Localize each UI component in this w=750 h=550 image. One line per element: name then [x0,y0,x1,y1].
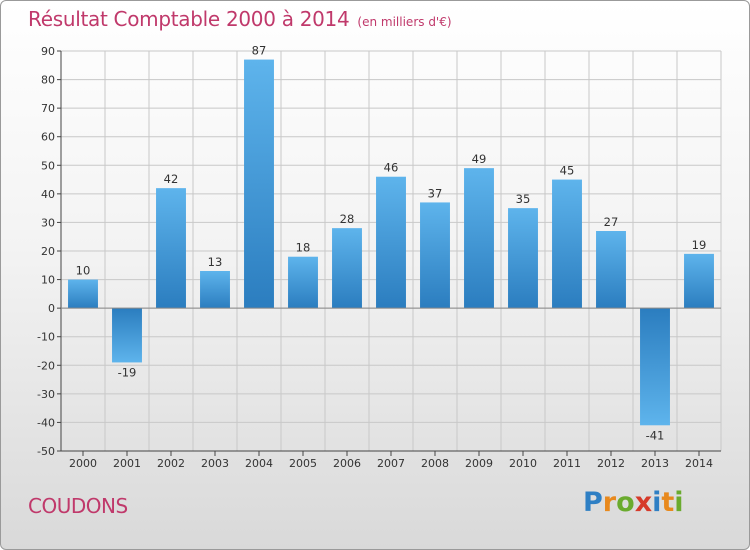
data-label: 46 [384,161,399,175]
x-tick-label: 2014 [685,457,713,470]
bar [200,271,230,309]
data-label: 42 [164,172,179,186]
y-tick-label: -40 [37,416,55,429]
brand-letter: i [674,487,684,518]
y-tick-label: 50 [41,159,55,172]
x-tick-label: 2001 [113,457,141,470]
y-tick-label: 90 [41,45,55,58]
y-tick-label: 60 [41,131,55,144]
brand-letter: o [616,487,635,518]
bar [420,202,450,309]
data-label: 49 [472,152,487,166]
data-label: 27 [604,215,619,229]
bar [156,188,186,309]
y-tick-label: -20 [37,359,55,372]
brand-letter: r [602,487,617,518]
y-tick-label: 20 [41,245,55,258]
brand-letter: x [634,487,653,518]
x-tick-label: 2012 [597,457,625,470]
y-tick-label: -50 [37,445,55,458]
data-label: -41 [646,428,665,442]
data-labels: 10 -19 42 13 87 18 28 46 37 49 35 45 27 -41 19 [76,44,707,443]
y-tick-label: 30 [41,216,55,229]
chart-title: Résultat Comptable 2000 à 2014 [28,7,350,31]
data-label: 35 [516,192,531,206]
x-tick-label: 2008 [421,457,449,470]
axes: -50 -40 -30 -20 -10 0 10 20 30 40 50 60 70 80 90 2000 20… [37,45,721,470]
x-tick-label: 2004 [245,457,273,470]
bar [288,256,318,309]
bar [684,253,714,309]
y-tick-label: 70 [41,102,55,115]
y-tick-label: 0 [48,302,55,315]
data-label: 45 [560,164,575,178]
brand-logo: Proxiti [583,487,684,518]
brand-letter: t [661,487,675,518]
commune-name: COUDONS [28,494,128,518]
bar [552,179,582,309]
bar [68,279,98,309]
bar [464,168,494,309]
x-tick-label: 2000 [69,457,97,470]
data-label: 19 [692,238,707,252]
bar [640,308,670,426]
y-tick-label: -10 [37,331,55,344]
x-tick-label: 2011 [553,457,581,470]
x-tick-label: 2007 [377,457,405,470]
bar [596,231,626,309]
data-label: 18 [296,241,311,255]
data-label: 87 [252,44,267,58]
chart-header: Résultat Comptable 2000 à 2014 (en millie… [28,7,452,31]
data-label: 37 [428,186,443,200]
x-tick-label: 2010 [509,457,537,470]
y-tick-label: 80 [41,74,55,87]
bar [508,208,538,309]
bar [376,176,406,309]
bar [332,228,362,309]
x-tick-label: 2002 [157,457,185,470]
brand-letter: P [583,487,603,518]
data-label: 13 [208,255,223,269]
y-tick-label: 10 [41,274,55,287]
y-tick-label: 40 [41,188,55,201]
chart-subtitle: (en milliers d'€) [357,15,452,29]
data-label: -19 [118,365,137,379]
bars [68,59,714,426]
x-tick-label: 2013 [641,457,669,470]
y-tick-label: -30 [37,388,55,401]
x-tick-label: 2009 [465,457,493,470]
x-tick-label: 2005 [289,457,317,470]
bar [244,59,274,309]
bar [112,308,142,363]
x-tick-label: 2003 [201,457,229,470]
data-label: 10 [76,264,91,278]
brand-letter: i [652,487,662,518]
data-label: 28 [340,212,355,226]
x-tick-label: 2006 [333,457,361,470]
